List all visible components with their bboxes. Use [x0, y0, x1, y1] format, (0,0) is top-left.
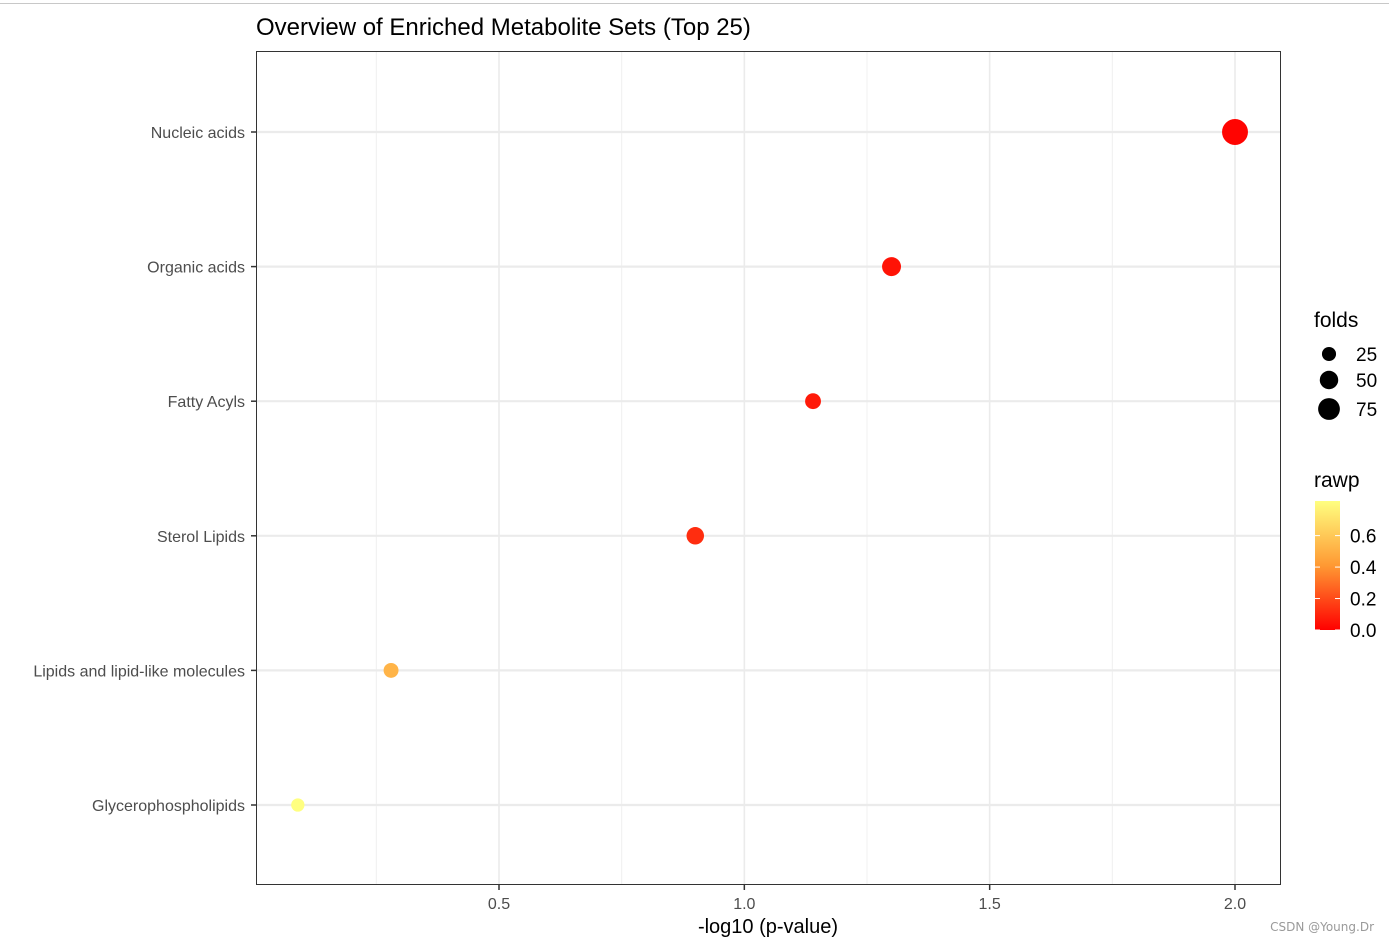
- color-legend-title: rawp: [1314, 469, 1360, 492]
- x-axis-label: -log10 (p-value): [698, 916, 838, 938]
- size-legend-key: [1318, 398, 1340, 420]
- size-legend-label: 75: [1356, 400, 1377, 421]
- y-axis: Nucleic acids Organic acids Fatty Acyls Ste…: [33, 125, 257, 815]
- rawp-colorbar: [1315, 501, 1340, 630]
- colorbar-label: 0.4: [1350, 558, 1377, 579]
- top-rule: [0, 3, 1389, 4]
- y-tick-label: Glycerophospholipids: [92, 798, 245, 815]
- data-point: [882, 257, 902, 277]
- data-point: [291, 798, 305, 812]
- chart-title: Overview of Enriched Metabolite Sets (To…: [256, 14, 751, 41]
- size-legend: folds 25 50 75: [1314, 309, 1377, 421]
- x-tick-label: 2.0: [1224, 896, 1246, 913]
- y-tick-label: Fatty Acyls: [168, 394, 245, 411]
- size-legend-key: [1321, 346, 1337, 362]
- y-tick-label: Nucleic acids: [151, 125, 245, 142]
- x-tick-label: 0.5: [488, 896, 510, 913]
- colorbar-label: 0.0: [1350, 621, 1376, 642]
- colorbar-label: 0.2: [1350, 590, 1376, 611]
- data-point: [1222, 119, 1248, 145]
- size-legend-key: [1319, 370, 1339, 390]
- grid-major: [256, 51, 1281, 885]
- data-point: [686, 527, 705, 545]
- x-tick-label: 1.5: [979, 896, 1001, 913]
- watermark: CSDN @Young.Dr: [1270, 920, 1374, 934]
- x-axis: 0.5 1.0 1.5 2.0: [488, 884, 1246, 913]
- colorbar-label: 0.6: [1350, 527, 1376, 548]
- y-tick-label: Organic acids: [147, 260, 245, 277]
- plot-panel-border: [256, 51, 1281, 885]
- data-point: [383, 662, 399, 678]
- data-point: [805, 393, 821, 410]
- size-legend-label: 25: [1356, 345, 1377, 366]
- data-points: [291, 119, 1248, 812]
- y-tick-label: Sterol Lipids: [157, 529, 245, 546]
- size-legend-title: folds: [1314, 309, 1358, 332]
- y-tick-label: Lipids and lipid-like molecules: [33, 663, 245, 680]
- grid-minor: [375, 51, 1113, 885]
- size-legend-label: 50: [1356, 371, 1377, 392]
- x-tick-label: 1.0: [733, 896, 755, 913]
- color-legend: rawp 0.0 0.2 0.4 0.6: [1314, 469, 1377, 642]
